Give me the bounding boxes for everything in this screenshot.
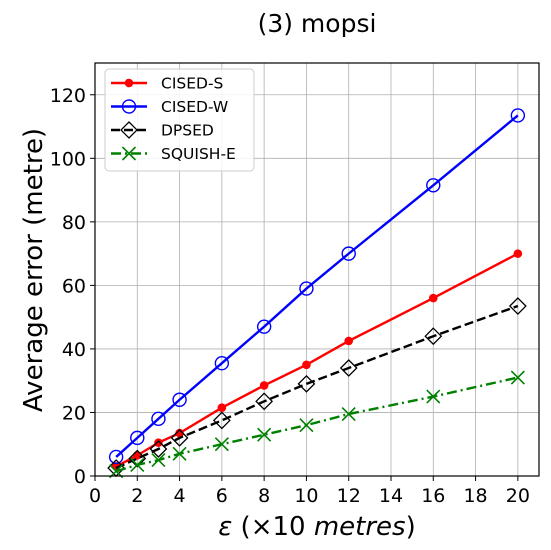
x-tick-label: 2: [131, 485, 143, 507]
y-tick-label: 80: [62, 212, 86, 234]
x-tick-label: 16: [421, 485, 445, 507]
legend-box: [104, 68, 255, 172]
data-point: [257, 427, 272, 442]
data-point: [154, 438, 163, 447]
data-point: [510, 370, 525, 385]
x-axis-label: ε (×10 metres): [218, 512, 416, 542]
data-point: [341, 246, 356, 261]
data-point: [428, 293, 438, 303]
x-axis-ticks: 0 2 4 6 8 10 12 14 16 18 20: [89, 476, 530, 507]
data-point: [344, 336, 354, 346]
data-point: [151, 453, 166, 468]
series-dpsed: [107, 297, 527, 477]
data-point: [339, 359, 358, 377]
chart-title: (3) mopsi: [258, 9, 377, 38]
data-point: [172, 446, 187, 461]
x-axis-unit: metres: [314, 512, 406, 542]
x-tick-label: 18: [463, 485, 487, 507]
series-line: [115, 304, 519, 470]
x-axis-symbol: ε: [218, 512, 232, 542]
series-cised-s: [111, 249, 523, 471]
x-tick-label: 10: [294, 485, 318, 507]
data-point: [151, 411, 166, 427]
data-point: [124, 78, 134, 88]
legend-label: CISED-S: [161, 75, 223, 93]
series-squish-e: [109, 370, 525, 479]
data-point: [121, 99, 137, 114]
legend-label: CISED-W: [161, 98, 228, 116]
data-point: [299, 281, 314, 296]
x-tick-label: 0: [89, 485, 101, 507]
data-point: [120, 121, 138, 139]
data-point: [121, 146, 137, 161]
data-point: [508, 297, 527, 315]
y-tick-label: 40: [62, 339, 86, 361]
x-tick-label: 14: [379, 485, 403, 507]
x-axis-label-text: (×10: [232, 512, 314, 542]
series-line: [115, 114, 519, 458]
x-tick-label: 4: [174, 485, 186, 507]
data-point: [172, 392, 187, 407]
data-point: [256, 319, 272, 334]
y-tick-label: 120: [50, 85, 86, 107]
x-tick-label: 12: [337, 485, 361, 507]
data-point: [426, 389, 441, 404]
data-point: [212, 411, 231, 430]
data-point: [130, 430, 145, 446]
x-tick-label: 20: [506, 485, 530, 507]
data-point: [302, 360, 311, 370]
y-tick-label: 0: [74, 466, 86, 488]
data-point: [149, 440, 168, 458]
data-point: [259, 381, 269, 390]
legend-item: CISED-S: [111, 75, 223, 93]
y-tick-label: 100: [50, 148, 86, 170]
x-tick-label: 6: [216, 485, 228, 507]
y-tick-label: 60: [62, 275, 86, 297]
data-point: [513, 249, 523, 258]
data-point: [255, 392, 274, 411]
data-point: [424, 327, 443, 346]
data-point: [214, 437, 229, 452]
legend: CISED-S CISED-W DPSED SQUISH-E: [104, 68, 255, 172]
legend-label: SQUISH-E: [161, 145, 236, 163]
x-axis-label-close: ): [406, 512, 416, 542]
data-point: [130, 457, 145, 472]
axes-frame: [94, 62, 540, 477]
data-point: [170, 428, 189, 447]
plot-area: [107, 108, 527, 479]
legend-item: CISED-W: [111, 98, 228, 116]
y-tick-label: 20: [62, 402, 86, 424]
legend-item: SQUISH-E: [111, 145, 236, 163]
series-cised-w: [108, 108, 526, 465]
data-point: [299, 418, 314, 433]
y-axis-label: Average error (metre): [19, 128, 49, 412]
data-point: [297, 374, 316, 393]
legend-label: DPSED: [161, 122, 214, 140]
data-point: [510, 108, 526, 123]
data-point: [217, 403, 227, 412]
data-point: [341, 406, 356, 422]
data-point: [426, 178, 441, 193]
series-line: [115, 376, 519, 473]
data-point: [214, 356, 230, 371]
series-line: [115, 252, 519, 468]
data-point: [108, 449, 124, 465]
data-point: [128, 449, 147, 468]
y-axis-ticks: 0 20 40 60 80 100 120: [50, 85, 95, 488]
legend-item: DPSED: [111, 121, 214, 140]
x-tick-label: 8: [258, 485, 270, 507]
data-point: [132, 451, 142, 460]
